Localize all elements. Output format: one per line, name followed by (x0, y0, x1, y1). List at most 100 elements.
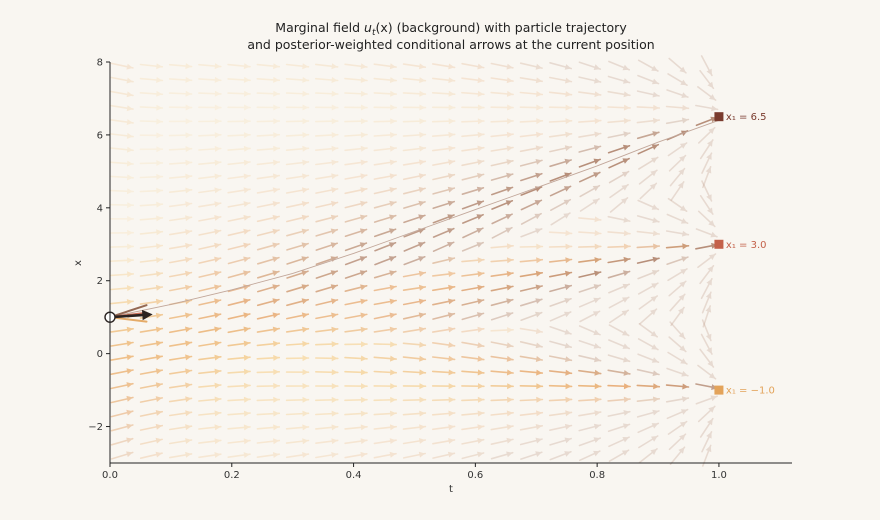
field-arrow-head (243, 424, 250, 431)
field-arrow (402, 145, 427, 152)
field-arrow-head (214, 63, 221, 70)
field-arrow-head (302, 118, 309, 125)
field-arrow (667, 142, 688, 157)
field-arrow-shaft (110, 451, 134, 460)
field-arrow (701, 180, 713, 202)
field-arrow-shaft (578, 297, 601, 308)
field-arrow-shaft (168, 63, 193, 68)
field-arrow-head (272, 201, 280, 207)
field-arrow-head (679, 66, 686, 73)
field-arrow (490, 451, 514, 460)
field-arrow (256, 63, 281, 70)
field-arrow-head (681, 256, 688, 262)
field-arrow-head (155, 382, 163, 389)
field-arrow (227, 354, 251, 361)
field-arrow-shaft (110, 437, 134, 446)
field-arrow-head (360, 451, 367, 458)
field-arrow (227, 270, 251, 279)
field-arrow-shaft (110, 104, 134, 110)
field-arrow (286, 270, 309, 279)
field-arrow-head (302, 396, 309, 403)
field-arrow-shaft (314, 133, 339, 137)
field-arrow-head (126, 354, 133, 361)
y-tick-label: 0 (97, 349, 103, 360)
field-arrow (578, 131, 602, 138)
field-arrow (637, 338, 659, 351)
field-arrow-shaft (139, 63, 164, 68)
field-arrow-shaft (701, 319, 712, 342)
field-arrow (110, 299, 134, 305)
field-arrow (520, 228, 543, 238)
field-arrow (227, 340, 251, 347)
field-arrow-shaft (344, 215, 368, 223)
field-arrow (315, 312, 339, 320)
field-arrow-shaft (139, 438, 163, 445)
field-arrow (549, 437, 572, 446)
field-arrow-head (419, 383, 426, 390)
field-arrow-head (477, 298, 484, 305)
field-arrow-shaft (227, 78, 251, 82)
field-arrow (315, 452, 339, 459)
field-arrow-head (622, 158, 630, 164)
field-arrow-shaft (139, 175, 164, 179)
field-arrow (373, 383, 398, 390)
field-arrow-head (447, 242, 454, 248)
field-arrow-head (594, 118, 601, 124)
field-arrow-head (126, 340, 133, 347)
field-arrow-head (214, 76, 221, 83)
field-arrow (490, 270, 514, 278)
field-arrow (549, 158, 572, 168)
field-arrow-head (565, 369, 572, 376)
field-arrow-shaft (519, 62, 543, 69)
field-arrow-shaft (432, 160, 456, 166)
field-arrow-shaft (432, 173, 456, 181)
field-arrow-head (448, 326, 455, 333)
field-arrow (490, 90, 514, 97)
field-arrow-shaft (638, 169, 658, 185)
field-arrow-head (476, 242, 484, 248)
field-arrow-head (360, 410, 367, 417)
field-arrow-head (155, 396, 163, 402)
field-arrow-shaft (699, 417, 714, 438)
field-arrow-shaft (695, 395, 718, 405)
field-arrow-head (214, 132, 221, 139)
field-arrow (373, 341, 398, 348)
field-arrow (637, 143, 660, 155)
field-arrow-head (156, 132, 163, 139)
field-arrow-head (214, 173, 221, 180)
field-arrow-head (389, 173, 396, 180)
field-arrow-head (273, 104, 280, 111)
field-arrow (373, 200, 397, 209)
field-arrow (670, 181, 685, 201)
field-arrow-shaft (431, 77, 456, 82)
field-arrow (697, 86, 717, 101)
field-arrow (578, 284, 602, 293)
field-arrow-head (359, 242, 367, 248)
field-arrow (519, 159, 543, 167)
field-arrow (403, 214, 426, 224)
field-arrow-head (448, 298, 455, 305)
field-arrow-head (707, 360, 714, 367)
y-tick-label: 8 (97, 58, 103, 69)
field-arrow (139, 229, 164, 236)
field-arrow-head (185, 229, 192, 235)
field-arrow-head (243, 76, 251, 83)
field-arrow (315, 228, 339, 237)
field-arrow (702, 305, 712, 328)
field-arrow-head (565, 257, 572, 264)
field-arrow-head (709, 94, 716, 101)
field-arrow (638, 156, 659, 170)
field-arrow-head (185, 312, 192, 319)
field-arrow-head (594, 410, 601, 417)
field-arrow-shaft (227, 412, 251, 416)
field-arrow (461, 213, 484, 224)
field-arrow-head (126, 146, 134, 153)
field-arrow-head (477, 77, 484, 84)
field-arrow (608, 339, 631, 350)
field-arrow (285, 369, 310, 376)
field-arrow-shaft (285, 120, 310, 123)
field-arrow-shaft (607, 106, 631, 109)
field-arrow (431, 284, 456, 292)
field-arrow-shaft (432, 439, 456, 445)
